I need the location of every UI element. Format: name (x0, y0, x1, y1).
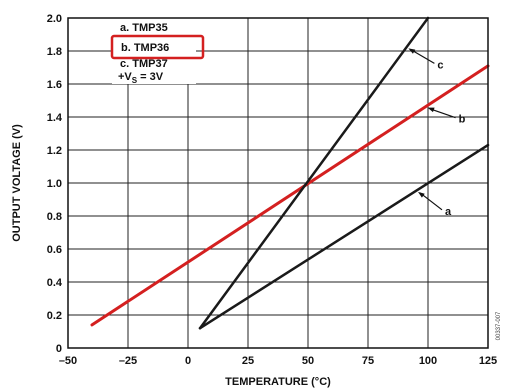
y-tick-label: 1.0 (47, 178, 62, 190)
y-tick-label: 2.0 (47, 13, 62, 25)
annotation-arrowhead-c (408, 48, 416, 54)
annotation-arrowhead-a (418, 191, 425, 198)
x-tick-label: –50 (59, 355, 77, 367)
y-tick-label: 1.4 (47, 112, 63, 124)
series-line-c (198, 16, 430, 330)
y-tick-labels: 0 0.2 0.4 0.6 0.8 1.0 1.2 1.4 1.6 1.8 2.0 (47, 13, 63, 355)
supply-prefix: +V (118, 71, 132, 83)
x-tick-label: 0 (185, 355, 191, 367)
x-tick-label: –25 (119, 355, 137, 367)
x-tick-label: 50 (302, 355, 314, 367)
annotation-arrow-c (410, 48, 435, 64)
y-tick-label: 1.6 (47, 79, 62, 91)
annotation-label-a: a (445, 206, 452, 218)
annotation-arrow-b (429, 108, 456, 119)
annotation-label-c: c (437, 59, 443, 71)
legend-highlight-box (110, 34, 205, 60)
supply-subscript: S (132, 76, 138, 85)
x-tick-label: 125 (479, 355, 497, 367)
y-tick-label: 0.2 (47, 310, 62, 322)
x-tick-label: 25 (242, 355, 254, 367)
figure-id-label: 00337-007 (496, 311, 502, 340)
x-axis-title: TEMPERATURE (°C) (225, 376, 331, 388)
y-tick-label: 0.6 (47, 244, 62, 256)
x-tick-labels: –50 –25 0 25 50 75 100 125 (59, 355, 497, 367)
y-tick-label: 0.4 (47, 277, 63, 289)
series-annotations: a b c (408, 48, 466, 218)
legend-item-a: a. TMP35 (120, 22, 168, 34)
legend: a. TMP35 b. TMP36 c. TMP37 +VS = 3V (110, 18, 205, 85)
legend-item-b: b. TMP36 (121, 42, 169, 54)
series-line-b (90, 64, 490, 327)
y-axis-title: OUTPUT VOLTAGE (V) (11, 124, 23, 242)
annotation-arrow-a (419, 192, 443, 211)
x-tick-label: 100 (419, 355, 437, 367)
x-tick-label: 75 (362, 355, 374, 367)
supply-value: = 3V (137, 71, 164, 83)
legend-supply-voltage: +VS = 3V (118, 71, 164, 85)
y-tick-label: 1.2 (47, 145, 62, 157)
y-tick-label: 0.8 (47, 211, 62, 223)
plot-border (67, 17, 489, 349)
legend-item-c: c. TMP37 (120, 58, 168, 70)
y-tick-label: 1.8 (47, 46, 62, 58)
annotation-label-b: b (459, 114, 466, 126)
annotation-arrowhead-b (427, 107, 435, 113)
series-lines (90, 16, 490, 330)
y-tick-label: 0 (56, 343, 62, 355)
series-line-a (198, 143, 490, 330)
legend-background (112, 18, 196, 84)
